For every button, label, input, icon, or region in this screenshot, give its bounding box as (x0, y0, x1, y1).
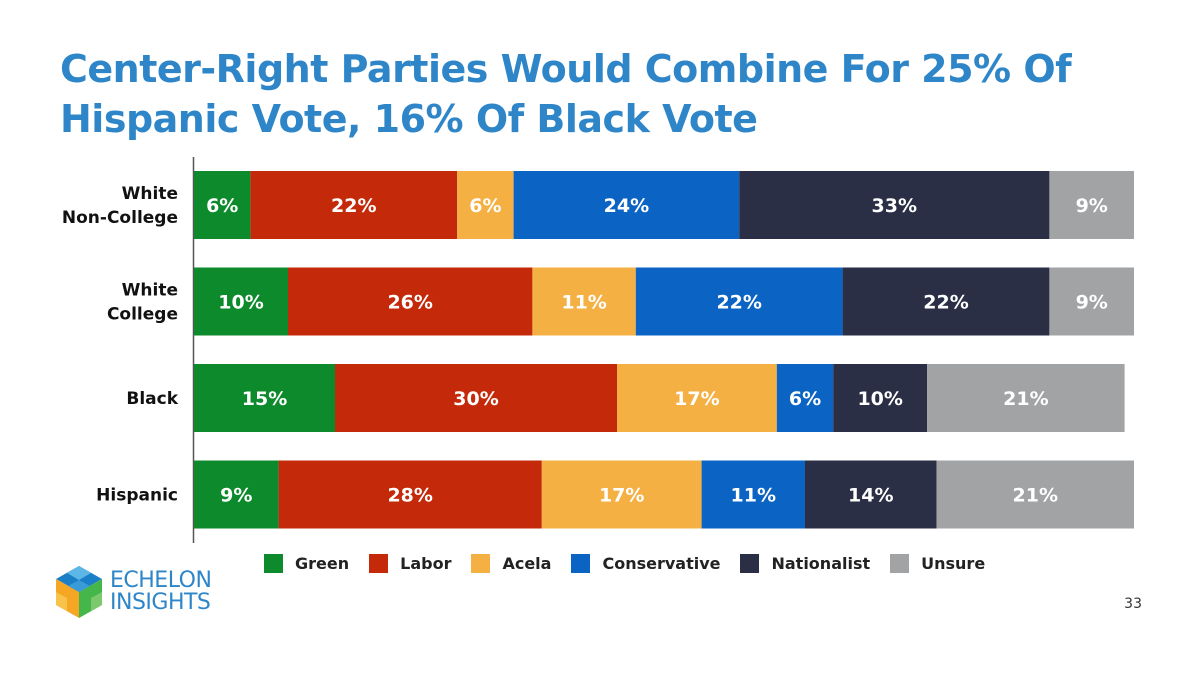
legend-item-green: Green (264, 554, 349, 573)
slide-title: Center-Right Parties Would Combine For 2… (60, 44, 1120, 144)
legend-label-acela: Acela (502, 554, 552, 573)
category-label-white-college: White College (107, 281, 178, 325)
legend-label-nationalist: Nationalist (771, 554, 871, 573)
data-label-labor-white-non-college: 22% (331, 195, 376, 217)
legend-item-labor: Labor (369, 554, 451, 573)
bar-segment-unsure-white-non-college (1049, 171, 1134, 239)
data-label-unsure-black: 21% (1003, 388, 1048, 410)
data-label-acela-white-non-college: 6% (469, 195, 501, 217)
legend-item-acela: Acela (471, 554, 551, 573)
bar-segment-nationalist-white-college (842, 267, 1050, 336)
legend-swatch-green (264, 554, 283, 573)
bar-segment-nationalist-hispanic (805, 460, 937, 529)
bar-segment-labor-black (335, 364, 617, 432)
data-label-conservative-white-college: 22% (716, 292, 761, 314)
legend-swatch-labor (369, 554, 389, 573)
bar-segment-acela-hispanic (541, 460, 702, 529)
legend-label-conservative: Conservative (602, 554, 721, 573)
data-label-nationalist-hispanic: 14% (848, 485, 893, 507)
data-label-labor-hispanic: 28% (387, 485, 432, 507)
legend-item-conservative: Conservative (571, 554, 720, 573)
legend-swatch-nationalist (740, 554, 760, 573)
legend-swatch-conservative (571, 554, 591, 573)
data-label-acela-black: 17% (674, 388, 719, 410)
bar-segment-conservative-hispanic (701, 460, 805, 529)
bar-segment-conservative-white-non-college (513, 171, 740, 239)
data-label-labor-black: 30% (453, 388, 498, 410)
chart-legend: Green Labor Acela Conservative Nationalist Un… (264, 554, 1005, 573)
cube-logo-icon (56, 566, 102, 618)
data-label-nationalist-black: 10% (857, 388, 902, 410)
data-label-green-white-college: 10% (218, 292, 263, 314)
data-label-unsure-white-college: 9% (1076, 292, 1108, 314)
logo-text-line-1: ECHELON (110, 568, 212, 593)
bar-segment-nationalist-black (833, 364, 928, 432)
data-label-acela-hispanic: 17% (599, 485, 644, 507)
category-label-black: Black (126, 389, 178, 409)
page-number: 33 (1124, 596, 1142, 612)
data-label-green-black: 15% (242, 388, 287, 410)
legend-item-unsure: Unsure (890, 554, 985, 573)
data-label-labor-white-college: 26% (387, 292, 432, 314)
data-label-conservative-white-non-college: 24% (604, 195, 649, 217)
legend-swatch-acela (471, 554, 491, 573)
bar-segment-green-black (194, 364, 335, 432)
bar-segment-nationalist-white-non-college (739, 171, 1050, 239)
bar-segment-labor-hispanic (278, 460, 542, 529)
bar-segment-conservative-black (776, 364, 834, 432)
bar-segment-unsure-hispanic (936, 460, 1134, 529)
category-label-white-non-college: White Non-College (62, 184, 178, 228)
bar-segment-green-white-college (194, 267, 288, 336)
data-label-conservative-black: 6% (789, 388, 821, 410)
bar-segment-conservative-white-college (635, 267, 843, 336)
category-label-hispanic: Hispanic (96, 486, 178, 506)
data-label-green-white-non-college: 6% (206, 195, 238, 217)
data-label-nationalist-white-non-college: 33% (872, 195, 917, 217)
data-label-unsure-hispanic: 21% (1013, 485, 1058, 507)
bar-segment-labor-white-college (288, 267, 533, 336)
bar-segment-green-white-non-college (194, 171, 251, 239)
data-label-conservative-hispanic: 11% (731, 485, 776, 507)
echelon-insights-logo: ECHELON INSIGHTS (54, 564, 212, 620)
data-label-nationalist-white-college: 22% (923, 292, 968, 314)
data-label-acela-white-college: 11% (561, 292, 606, 314)
bar-segment-labor-white-non-college (250, 171, 458, 239)
legend-label-labor: Labor (400, 554, 452, 573)
data-label-green-hispanic: 9% (220, 485, 252, 507)
legend-item-nationalist: Nationalist (740, 554, 870, 573)
legend-swatch-unsure (890, 554, 910, 573)
bar-segment-acela-black (617, 364, 777, 432)
bar-segment-acela-white-non-college (457, 171, 514, 239)
slide-title-line-1: Center-Right Parties Would Combine For 2… (60, 47, 1072, 91)
bar-segment-unsure-white-college (1049, 267, 1134, 336)
data-label-unsure-white-non-college: 9% (1076, 195, 1108, 217)
bar-segment-unsure-black (927, 364, 1125, 432)
legend-label-unsure: Unsure (921, 554, 986, 573)
legend-label-green: Green (295, 554, 350, 573)
bar-segment-green-hispanic (194, 460, 279, 529)
slide-title-line-2: Hispanic Vote, 16% Of Black Vote (60, 97, 758, 141)
logo-text-line-2: INSIGHTS (110, 590, 211, 615)
bar-segment-acela-white-college (532, 267, 636, 336)
